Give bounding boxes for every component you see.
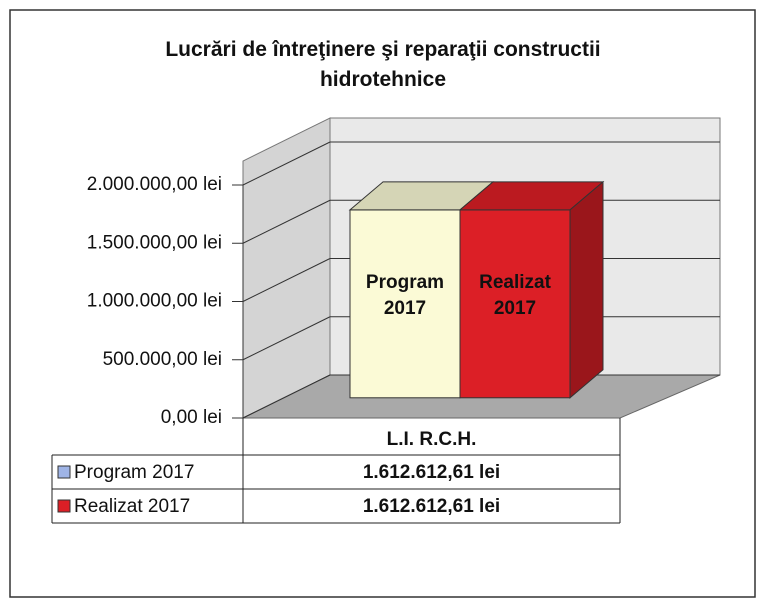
bar-label: Realizat 2017 — [479, 272, 551, 319]
chart-title: Lucrări de întreţinere şi reparaţii cons… — [165, 38, 600, 91]
legend-label: Realizat 2017 — [74, 496, 190, 517]
bar-front — [459, 209, 571, 399]
grid-line — [242, 316, 331, 361]
y-tick-label: 1.500.000,00 lei — [87, 232, 222, 253]
y-tick-label: 1.000.000,00 lei — [87, 291, 222, 312]
legend-swatch — [57, 465, 71, 479]
grid-line — [242, 141, 331, 186]
y-tick-label: 2.000.000,00 lei — [87, 174, 222, 195]
value-label: 1.612.612,61 lei — [363, 462, 500, 483]
grid-line — [242, 374, 331, 419]
grid-line — [242, 199, 331, 244]
grid-line — [242, 258, 331, 302]
y-tick-label: 500.000,00 lei — [103, 349, 222, 370]
bar-side — [569, 180, 604, 399]
bar-front — [349, 209, 461, 399]
legend-swatch — [57, 499, 71, 513]
category-label: L.I. R.C.H. — [387, 429, 477, 450]
y-tick-label: 0,00 lei — [161, 407, 222, 428]
bar-label: Program 2017 — [366, 272, 444, 319]
value-label: 1.612.612,61 lei — [363, 496, 500, 517]
legend-label: Program 2017 — [74, 462, 194, 483]
